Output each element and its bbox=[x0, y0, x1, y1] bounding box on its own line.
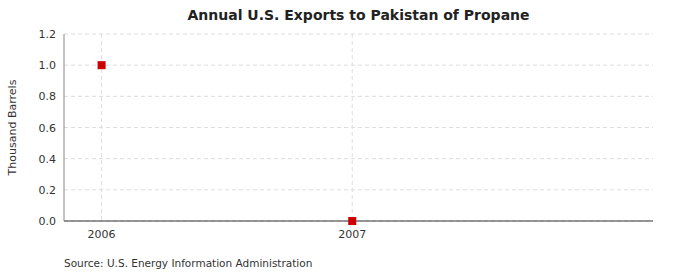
chart-container: Annual U.S. Exports to Pakistan of Propa… bbox=[0, 0, 675, 275]
chart-svg: Annual U.S. Exports to Pakistan of Propa… bbox=[0, 0, 675, 275]
y-tick-label: 1.2 bbox=[39, 28, 57, 41]
x-tick-label: 2007 bbox=[338, 228, 366, 241]
y-tick-label: 0.0 bbox=[39, 215, 57, 228]
grid-line-y bbox=[64, 65, 653, 66]
y-tick-label: 0.2 bbox=[39, 184, 57, 197]
grid-line-y bbox=[64, 34, 653, 35]
grid-line-y bbox=[64, 96, 653, 97]
point bbox=[98, 61, 106, 69]
x-axis-line bbox=[64, 221, 653, 222]
y-tick-label: 0.4 bbox=[39, 153, 57, 166]
grid bbox=[64, 34, 653, 221]
grid-line-y bbox=[64, 127, 653, 128]
grid-line-y bbox=[64, 221, 653, 222]
y-tick-label: 0.6 bbox=[39, 122, 57, 135]
grid-line-x bbox=[352, 34, 353, 221]
y-tick-label: 1.0 bbox=[39, 59, 57, 72]
y-tick-label: 0.8 bbox=[39, 90, 57, 103]
point bbox=[348, 217, 356, 225]
grid-line-y bbox=[64, 158, 653, 159]
grid-line-y bbox=[64, 189, 653, 190]
x-tick-label: 2006 bbox=[88, 228, 116, 241]
source-annotation: Source: U.S. Energy Information Administ… bbox=[64, 257, 312, 269]
y-axis-label: Thousand Barrels bbox=[6, 79, 19, 176]
marks bbox=[98, 61, 357, 225]
y-axis-line bbox=[64, 34, 65, 221]
title: Annual U.S. Exports to Pakistan of Propa… bbox=[187, 7, 529, 23]
